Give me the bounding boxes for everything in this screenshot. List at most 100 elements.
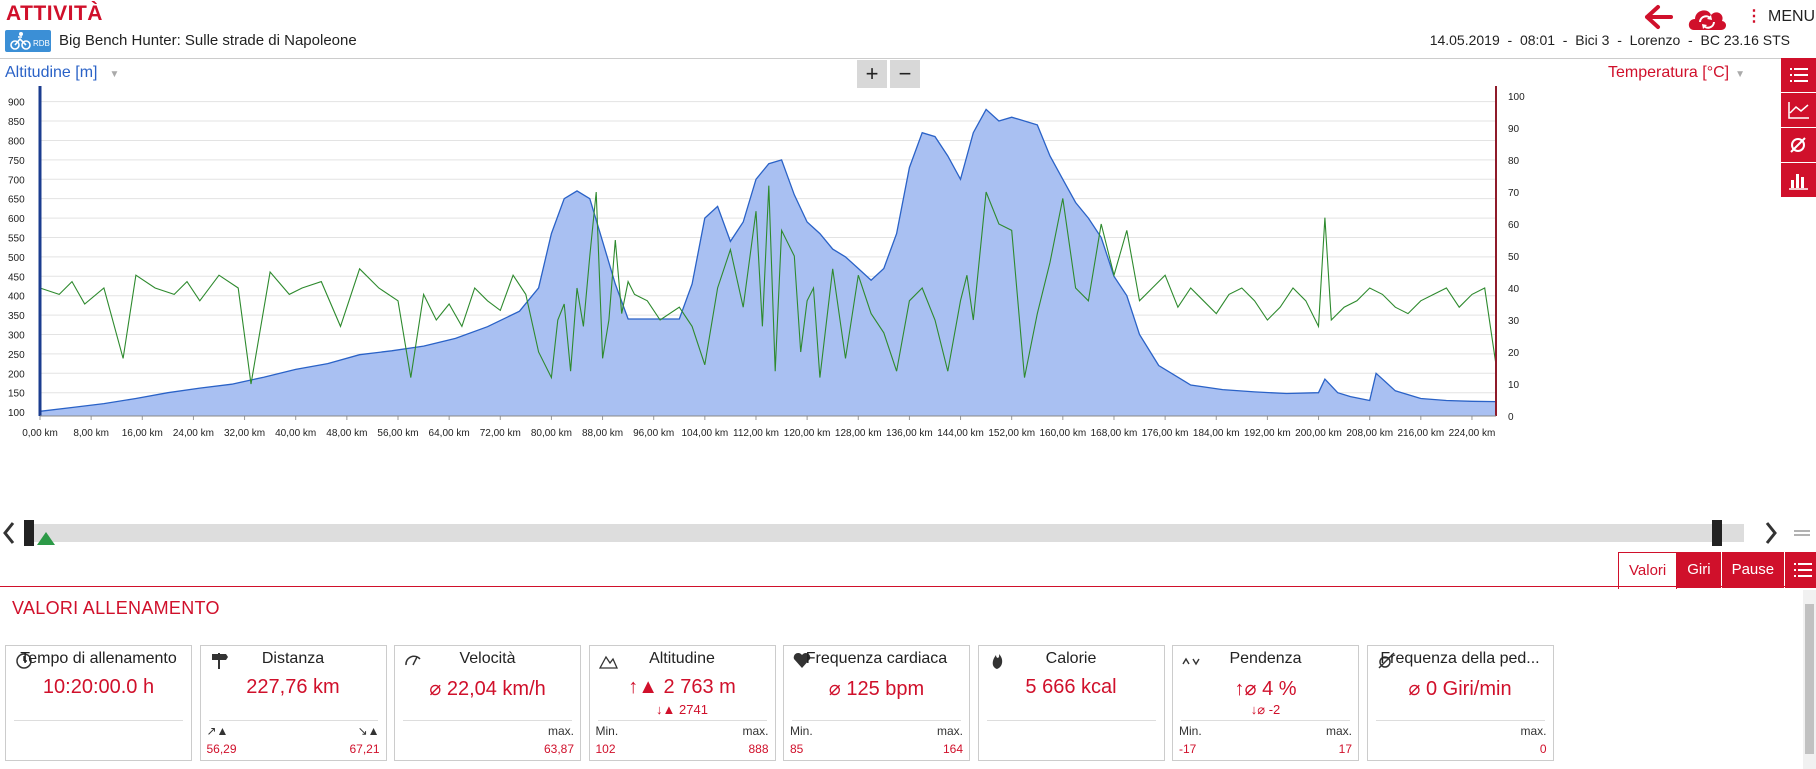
cloud-sync-icon[interactable]	[1686, 4, 1728, 32]
y-right-tick-label: 0	[1508, 412, 1514, 423]
tab-valori[interactable]: Valori	[1618, 552, 1678, 589]
section-title: VALORI ALLENAMENTO	[12, 598, 220, 618]
x-tick-label: 40,00 km	[275, 428, 316, 439]
range-handle-right[interactable]	[1712, 520, 1722, 546]
right-axis-label: Temperatura [°C]	[1607, 64, 1730, 81]
x-tick-label: 168,00 km	[1091, 428, 1138, 439]
list-view-button[interactable]	[1781, 58, 1816, 93]
stat-card-footer	[985, 722, 1158, 758]
tab-giri[interactable]: Giri	[1677, 552, 1722, 588]
temperature-line	[39, 185, 1497, 385]
y-left-tick-label: 700	[8, 175, 25, 186]
speedometer-icon	[405, 655, 421, 666]
stat-card-title: Pendenza	[1229, 650, 1302, 667]
stat-card-value: 227,76 km	[246, 676, 340, 698]
scrollbar-thumb[interactable]	[1805, 604, 1814, 754]
y-left-tick-label: 100	[8, 408, 25, 419]
stat-foot-right-value: 67,21	[349, 742, 380, 756]
bar-chart-button[interactable]	[1781, 163, 1816, 198]
x-tick-label: 128,00 km	[835, 428, 882, 439]
stat-card-footer: Min. max. 85 164	[790, 722, 963, 758]
x-tick-label: 16,00 km	[122, 428, 163, 439]
zoom-out-button[interactable]: −	[890, 60, 920, 88]
x-tick-label: 192,00 km	[1244, 428, 1291, 439]
x-tick-label: 184,00 km	[1193, 428, 1240, 439]
x-tick-label: 0,00 km	[22, 428, 58, 439]
stat-card-title: Calorie	[1045, 650, 1097, 667]
stat-foot-right-label: max.	[547, 724, 574, 738]
menu-button[interactable]: ⋮ MENU	[1746, 6, 1815, 26]
divider	[597, 720, 767, 721]
tab-list-button[interactable]	[1785, 552, 1816, 588]
y-right-tick-label: 50	[1508, 252, 1520, 263]
y-left-tick-label: 250	[8, 350, 25, 361]
x-tick-label: 152,00 km	[988, 428, 1035, 439]
y-left-tick-label: 200	[8, 369, 25, 380]
left-axis-select[interactable]: Altitudine [m] ▼	[5, 64, 119, 82]
x-tick-label: 64,00 km	[429, 428, 470, 439]
flame-icon	[992, 654, 1002, 669]
y-left-tick-label: 650	[8, 195, 25, 206]
range-track[interactable]	[24, 520, 1744, 546]
stat-foot-right-value: 17	[1338, 742, 1352, 756]
line-chart-button[interactable]	[1781, 93, 1816, 128]
y-left-tick-label: 900	[8, 98, 25, 109]
tab-pause[interactable]: Pause	[1721, 552, 1786, 588]
kebab-icon: ⋮	[1746, 8, 1762, 25]
stopwatch-icon	[16, 653, 32, 669]
activity-badge: RDB	[33, 39, 50, 48]
x-tick-label: 208,00 km	[1346, 428, 1393, 439]
stat-card: Tempo di allenamento 10:20:00.0 h	[5, 645, 192, 761]
activity-chart[interactable]: 9008508007507006506005505004504003503002…	[0, 86, 1781, 516]
chevron-down-icon: ▼	[109, 69, 120, 80]
y-right-tick-label: 30	[1508, 316, 1520, 327]
stat-card: Calorie 5 666 kcal	[977, 645, 1165, 761]
divider	[1375, 720, 1545, 721]
scrollbar[interactable]	[1803, 590, 1816, 769]
x-tick-label: 56,00 km	[377, 428, 418, 439]
range-handle-left[interactable]	[24, 520, 34, 546]
stat-card: Distanza 227,76 km ↗︎▲ ↘︎▲ 56,29 67,21	[199, 645, 387, 761]
stat-card-value: ↑▲ 2 763 m	[628, 676, 736, 698]
x-tick-label: 8,00 km	[73, 428, 109, 439]
stat-foot-left-label: Min.	[790, 724, 813, 738]
divider	[403, 720, 572, 721]
stat-card-sub: ↓▲ 2741	[656, 702, 708, 717]
stat-card-value: 5 666 kcal	[1025, 676, 1117, 698]
x-tick-label: 144,00 km	[937, 428, 984, 439]
stat-foot-right-label: max.	[1520, 724, 1547, 738]
y-left-tick-label: 500	[8, 253, 25, 264]
stat-foot-left-label: ↗︎▲	[206, 724, 229, 738]
y-right-tick-label: 60	[1508, 220, 1520, 231]
activity-type-icon: RDB	[5, 30, 51, 52]
altitude-area	[40, 109, 1496, 417]
stat-card-footer: max. 0	[1374, 722, 1547, 758]
back-arrow-icon[interactable]	[1644, 4, 1674, 30]
mountain-icon	[598, 655, 618, 669]
divider	[1181, 720, 1350, 721]
stat-foot-left-value: 102	[595, 742, 616, 756]
stat-foot-right-value: 0	[1539, 742, 1547, 756]
x-tick-label: 24,00 km	[173, 428, 214, 439]
divider	[14, 720, 183, 721]
stat-foot-right-value: 63,87	[543, 742, 574, 756]
range-slider[interactable]	[0, 518, 1816, 548]
x-tick-label: 88,00 km	[582, 428, 623, 439]
stat-card: Altitudine ↑▲ 2 763 m ↓▲ 2741 Min. max. …	[588, 645, 776, 761]
x-tick-label: 224,00 km	[1449, 428, 1496, 439]
bike-icon	[10, 32, 31, 50]
stat-foot-left-label: Min.	[595, 724, 619, 738]
header: ATTIVITÀ RDB Big Bench Hunter: Sulle str…	[0, 0, 1816, 59]
stat-card-value: ⌀ 125 bpm	[828, 678, 925, 700]
slope-icon	[1182, 657, 1200, 666]
y-right-tick-label: 20	[1508, 348, 1520, 359]
stat-card-value: ↑⌀ 4 %	[1234, 678, 1297, 700]
y-left-tick-label: 450	[8, 272, 25, 283]
x-tick-label: 176,00 km	[1142, 428, 1189, 439]
tab-bar: Valori Giri Pause	[1618, 552, 1816, 589]
right-axis-select[interactable]: Temperatura [°C] ▼	[1608, 64, 1745, 82]
y-left-tick-label: 150	[8, 389, 25, 400]
divider	[208, 720, 378, 721]
zoom-in-button[interactable]: +	[857, 60, 887, 88]
average-button[interactable]	[1781, 128, 1816, 163]
